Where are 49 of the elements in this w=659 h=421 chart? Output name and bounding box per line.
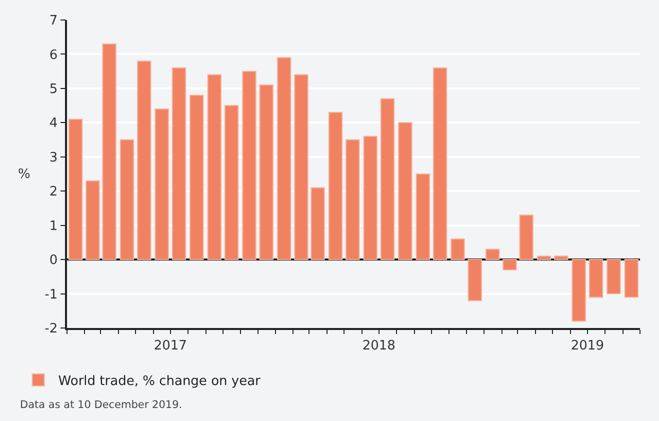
bar xyxy=(554,256,568,260)
bar xyxy=(398,122,412,260)
bar xyxy=(380,98,395,260)
bar xyxy=(486,248,500,260)
bar xyxy=(450,238,465,260)
bar xyxy=(276,57,292,260)
bar xyxy=(207,74,222,260)
legend-label: World trade, % change on year xyxy=(58,374,262,389)
y-tick-label: 0 xyxy=(49,253,58,268)
y-tick-label: 5 xyxy=(49,82,58,97)
bar xyxy=(363,136,378,260)
y-tick-label: 7 xyxy=(49,14,58,29)
bar xyxy=(154,108,169,260)
bar xyxy=(536,256,552,260)
bar xyxy=(310,187,325,260)
bar xyxy=(172,67,186,260)
bar xyxy=(242,70,256,260)
bar xyxy=(120,139,134,260)
text: Data as at 10 December 2019. xyxy=(20,399,182,411)
x-tick-label: 2018 xyxy=(362,338,396,354)
y-tick-label: -1 xyxy=(44,287,58,302)
y-tick-label: -2 xyxy=(44,322,58,337)
bar xyxy=(502,259,517,270)
bar xyxy=(68,118,83,260)
bar xyxy=(294,74,308,260)
bar xyxy=(102,43,116,260)
bar xyxy=(624,259,639,298)
bar xyxy=(606,259,621,294)
bar xyxy=(137,60,152,260)
x-tick-label: 2019 xyxy=(570,338,604,354)
y-tick-label: 4 xyxy=(49,116,58,132)
bar xyxy=(519,214,534,260)
y-tick-label: 3 xyxy=(49,150,58,166)
bar xyxy=(259,84,274,260)
bar xyxy=(328,112,343,260)
y-axis-title: % xyxy=(18,167,30,182)
y-tick-label: 6 xyxy=(49,48,58,63)
bar xyxy=(432,67,448,260)
bar xyxy=(416,174,430,260)
bar xyxy=(346,139,360,260)
y-tick-label: 2 xyxy=(49,184,58,200)
bar xyxy=(224,105,239,260)
bar xyxy=(468,259,482,302)
bar xyxy=(190,94,204,260)
bar xyxy=(588,259,604,298)
bar xyxy=(572,259,586,322)
y-tick-label: 1 xyxy=(49,218,58,234)
bar xyxy=(86,180,100,260)
x-tick-label: 2017 xyxy=(154,338,187,354)
